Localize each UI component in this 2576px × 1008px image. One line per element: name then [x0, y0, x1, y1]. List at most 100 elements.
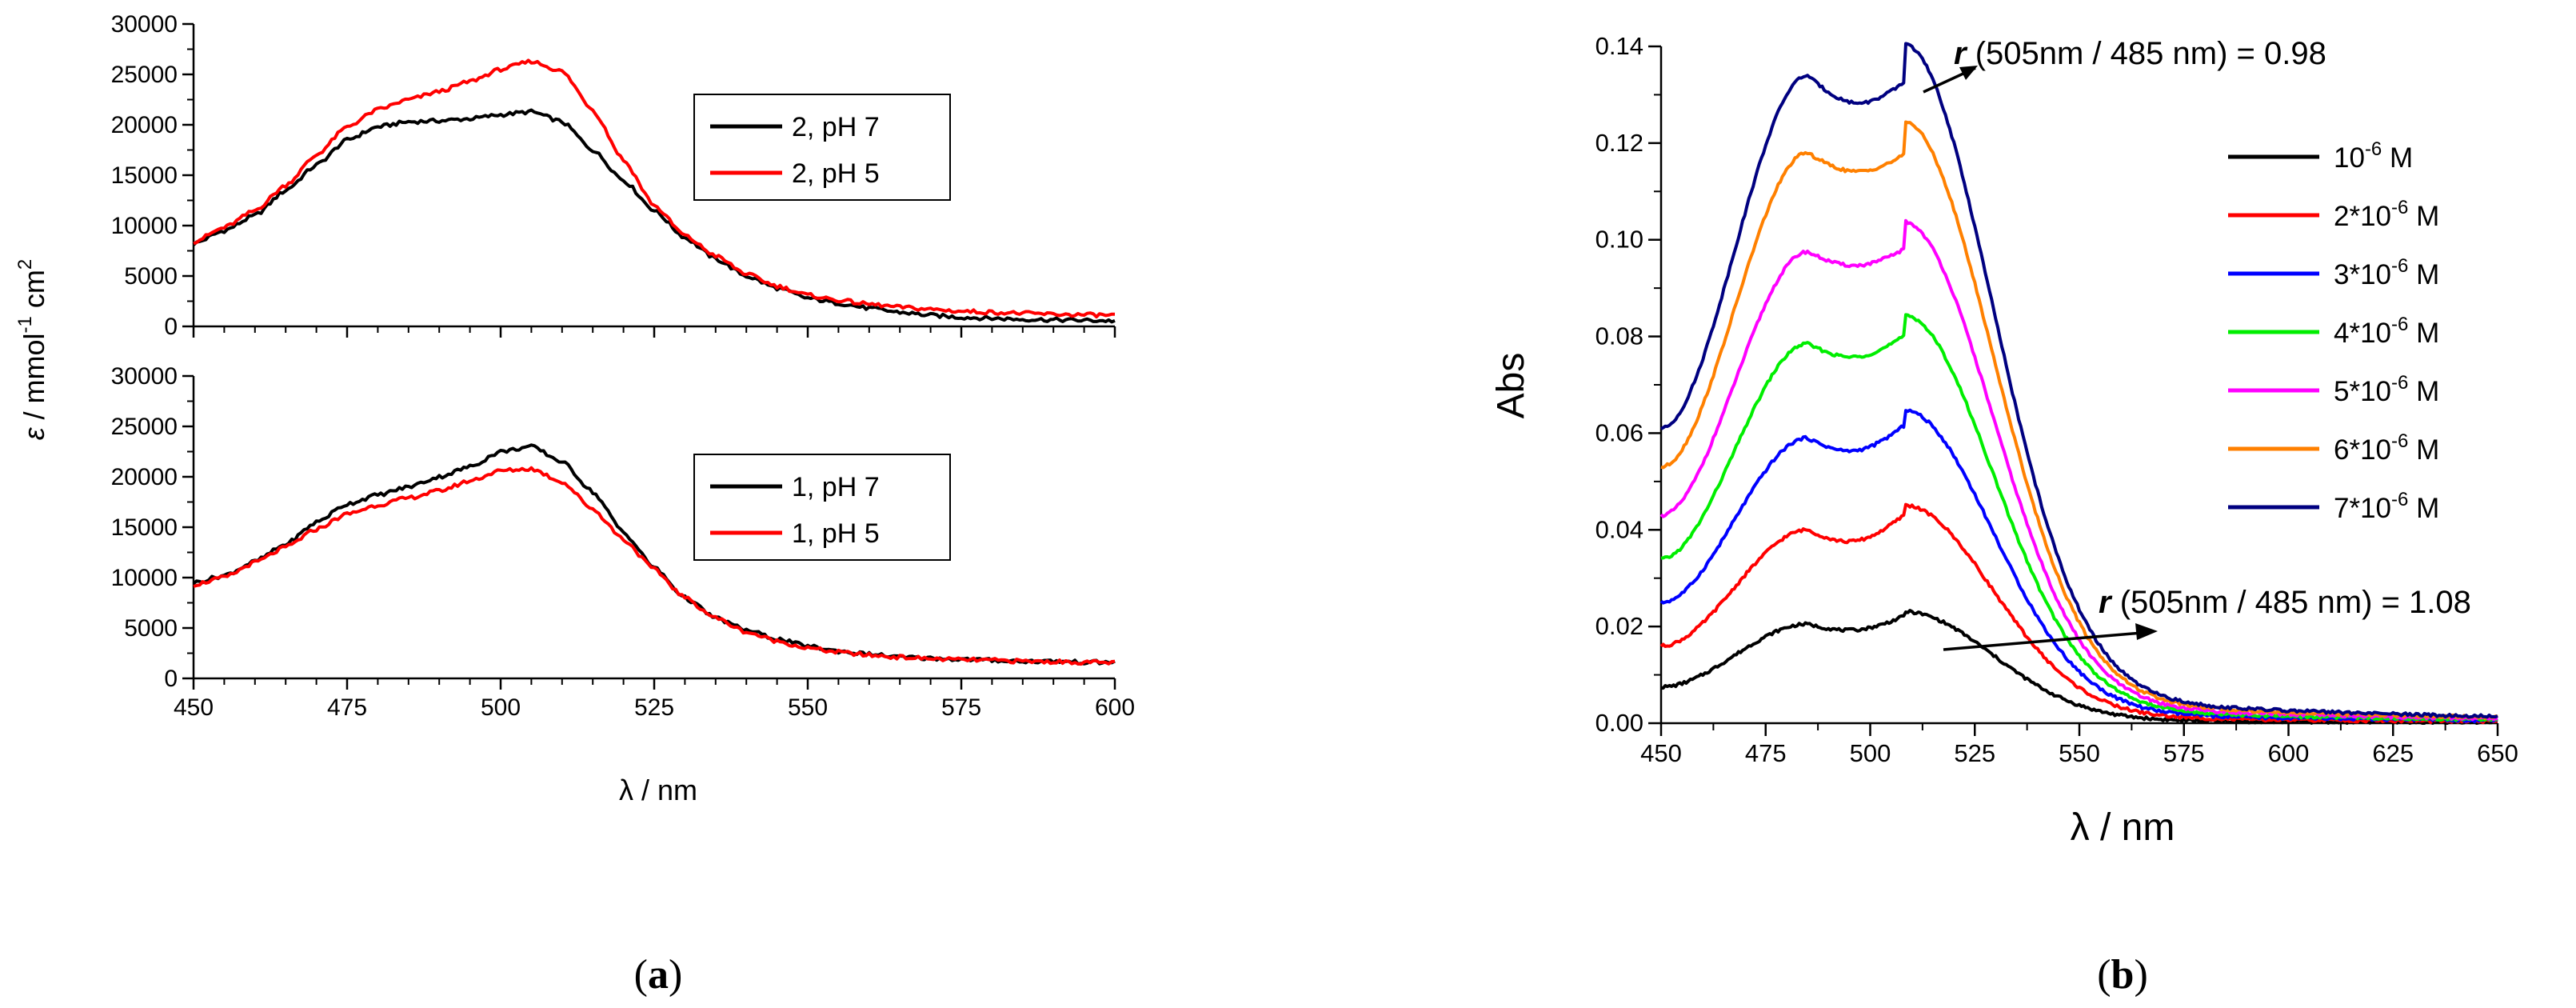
annotation-ratio-bottom-text: (505nm / 485 nm) = 1.08 [2111, 585, 2471, 620]
annotation-ratio-top: r (505nm / 485 nm) = 0.98 [1954, 36, 2326, 71]
legend-label-unit: M [2408, 493, 2439, 524]
legend-label-unit: M [2408, 376, 2439, 407]
panel-b-legend-label: 4*10-6 M [2334, 314, 2439, 349]
panel-a-top-series-line [193, 58, 1116, 319]
panel-a-bottom-legend-box [693, 454, 951, 561]
legend-label-exponent: -6 [2391, 489, 2408, 510]
panel-b-x-tick-label: 650 [2477, 739, 2518, 767]
panel-a-top-y-tick-label: 15000 [111, 162, 178, 189]
panel-b-y-tick-label: 0.12 [1596, 129, 1643, 157]
panel-a-bottom-y-tick-label: 30000 [111, 363, 178, 390]
panel-a-top-series-line [192, 108, 1116, 324]
panel-b-y-tick-label: 0.02 [1596, 612, 1643, 640]
annotation-arrowhead-bottom [2135, 623, 2158, 640]
annotation-ratio-top-text: (505nm / 485 nm) = 0.98 [1967, 36, 2326, 71]
panel-b-chart: 0.00 0.02 0.04 0.06 0.08 0.10 0.12 0.14 450 475 50… [1490, 32, 2518, 998]
panel-a-bottom-x-tick-label: 500 [481, 694, 521, 721]
panel-b-legend-label: 7*10-6 M [2334, 489, 2439, 524]
panel-b-x-tick-label: 450 [1640, 739, 1682, 767]
panel-a-bottom-x-tick-label: 525 [634, 694, 674, 721]
legend-label-base: 3*10 [2334, 259, 2391, 290]
legend-label-base: 7*10 [2334, 493, 2391, 524]
annotation-ratio-top-symbol: r [1954, 36, 1968, 71]
panel-a-bottom-y-tick-label: 25000 [111, 414, 178, 440]
legend-label-unit: M [2408, 259, 2439, 290]
panel-b-x-tick-label: 475 [1745, 739, 1787, 767]
panel-a-label-letter: a [648, 952, 669, 998]
legend-label-exponent: -6 [2391, 255, 2408, 277]
panel-a-bottom-x-tick-label: 575 [941, 694, 981, 721]
panel-a-ylabel-unit1: mmol [18, 333, 50, 403]
panel-a-bottom-y-tick-label: 5000 [124, 615, 178, 642]
legend-label-unit: M [2408, 434, 2439, 466]
legend-label-unit: M [2382, 142, 2413, 174]
panel-b-y-tick-label: 0.00 [1596, 709, 1643, 737]
panel-b-x-tick-label: 600 [2268, 739, 2310, 767]
panel-b-x-tick-label: 550 [2059, 739, 2100, 767]
panel-a-ylabel-unit2: cm [18, 270, 50, 308]
panel-b-legend-label: 6*10-6 M [2334, 430, 2439, 466]
legend-label-base: 10 [2334, 142, 2365, 174]
panel-a-top-y-tick-label: 20000 [111, 112, 178, 138]
legend-label-exponent: -6 [2391, 314, 2408, 335]
panel-b-y-tick-label: 0.06 [1596, 418, 1643, 446]
legend-label-base: 5*10 [2334, 376, 2391, 407]
legend-label-base: 4*10 [2334, 318, 2391, 349]
panel-a-bottom-x-tick-label: 450 [174, 694, 214, 721]
panel-b-x-axis-label: λ / nm [2071, 806, 2175, 849]
panel-a-bottom-legend-label: 1, pH 7 [792, 472, 880, 502]
panel-b-legend-label: 10-6 M [2334, 138, 2413, 174]
annotation-ratio-bottom-symbol: r [2099, 585, 2113, 620]
panel-a-bottom-y-tick-label: 20000 [111, 464, 178, 490]
legend-label-exponent: -6 [2391, 197, 2408, 218]
panel-a-top-legend-label: 2, pH 5 [792, 158, 880, 189]
panel-a-bottom-y-tick-label: 15000 [111, 514, 178, 541]
annotation-arrow-bottom [1943, 630, 2152, 651]
panel-b-plot: 0.00 0.02 0.04 0.06 0.08 0.10 0.12 0.14 450 475 50… [1596, 32, 2518, 767]
legend-label-unit: M [2408, 318, 2439, 349]
panel-b-x-tick-label: 500 [1850, 739, 1891, 767]
legend-label-exponent: -6 [2391, 430, 2408, 452]
legend-label-exponent: -6 [2365, 138, 2382, 160]
panel-b-legend-label: 5*10-6 M [2334, 372, 2439, 407]
panel-a-bottom-plot: 0 5000 10000 15000 20000 25000 30000 450 475 500 5… [111, 363, 1135, 721]
panel-a-top-plot: 0 5000 10000 15000 20000 25000 30000 2, pH 7 2, … [111, 11, 1116, 340]
panel-a-y-axis-label: ε / mmol-1 cm2 [14, 259, 50, 441]
panel-b-series-line [1660, 313, 2498, 722]
legend-label-exponent: -6 [2391, 372, 2408, 394]
panel-b-series-line [1660, 609, 2498, 725]
legend-label-unit: M [2408, 201, 2439, 232]
panel-a-top-y-tick-label: 30000 [111, 11, 178, 38]
panel-a-label: (a) [634, 952, 683, 998]
panel-b-y-tick-label: 0.10 [1596, 226, 1643, 254]
panel-a-bottom-legend-label: 1, pH 5 [792, 518, 880, 549]
panel-b-legend-label: 3*10-6 M [2334, 255, 2439, 290]
panel-b-series-line [1659, 42, 2498, 719]
annotation-ratio-bottom: r (505nm / 485 nm) = 1.08 [2099, 585, 2471, 620]
panel-a-bottom-x-tick-label: 475 [327, 694, 367, 721]
panel-a-bottom-y-tick-label: 10000 [111, 565, 178, 591]
panel-b-series-line [1660, 120, 2498, 720]
panel-a-x-axis-label: λ / nm [619, 774, 697, 806]
panel-a-bottom-x-tick-label: 550 [788, 694, 828, 721]
panel-a-bottom-x-tick-label: 600 [1095, 694, 1135, 721]
legend-label-base: 2*10 [2334, 201, 2391, 232]
panel-b-legend-label: 2*10-6 M [2334, 197, 2439, 232]
panel-a-top-legend-box [693, 94, 951, 201]
panel-b-x-tick-label: 625 [2372, 739, 2414, 767]
panel-a-top-y-tick-label: 25000 [111, 62, 178, 88]
panel-a-bottom-series-line [193, 466, 1116, 666]
panel-b-y-tick-label: 0.14 [1596, 32, 1643, 60]
panel-a-top-y-tick-label: 10000 [111, 213, 178, 239]
panel-a-bottom-series-line [192, 443, 1116, 666]
panel-b-x-tick-label: 575 [2163, 739, 2205, 767]
panel-a-chart: 0 5000 10000 15000 20000 25000 30000 2, pH 7 2, … [14, 11, 1135, 998]
panel-a-top-legend-label: 2, pH 7 [792, 112, 880, 142]
panel-b-x-tick-label: 525 [1954, 739, 1995, 767]
panel-b-y-tick-label: 0.04 [1596, 515, 1643, 543]
panel-b-label-letter: b [2111, 952, 2135, 998]
panel-a-top-y-tick-label: 0 [164, 314, 178, 340]
panel-b-series-line [1659, 218, 2498, 722]
panel-a-top-y-tick-label: 5000 [124, 263, 178, 290]
